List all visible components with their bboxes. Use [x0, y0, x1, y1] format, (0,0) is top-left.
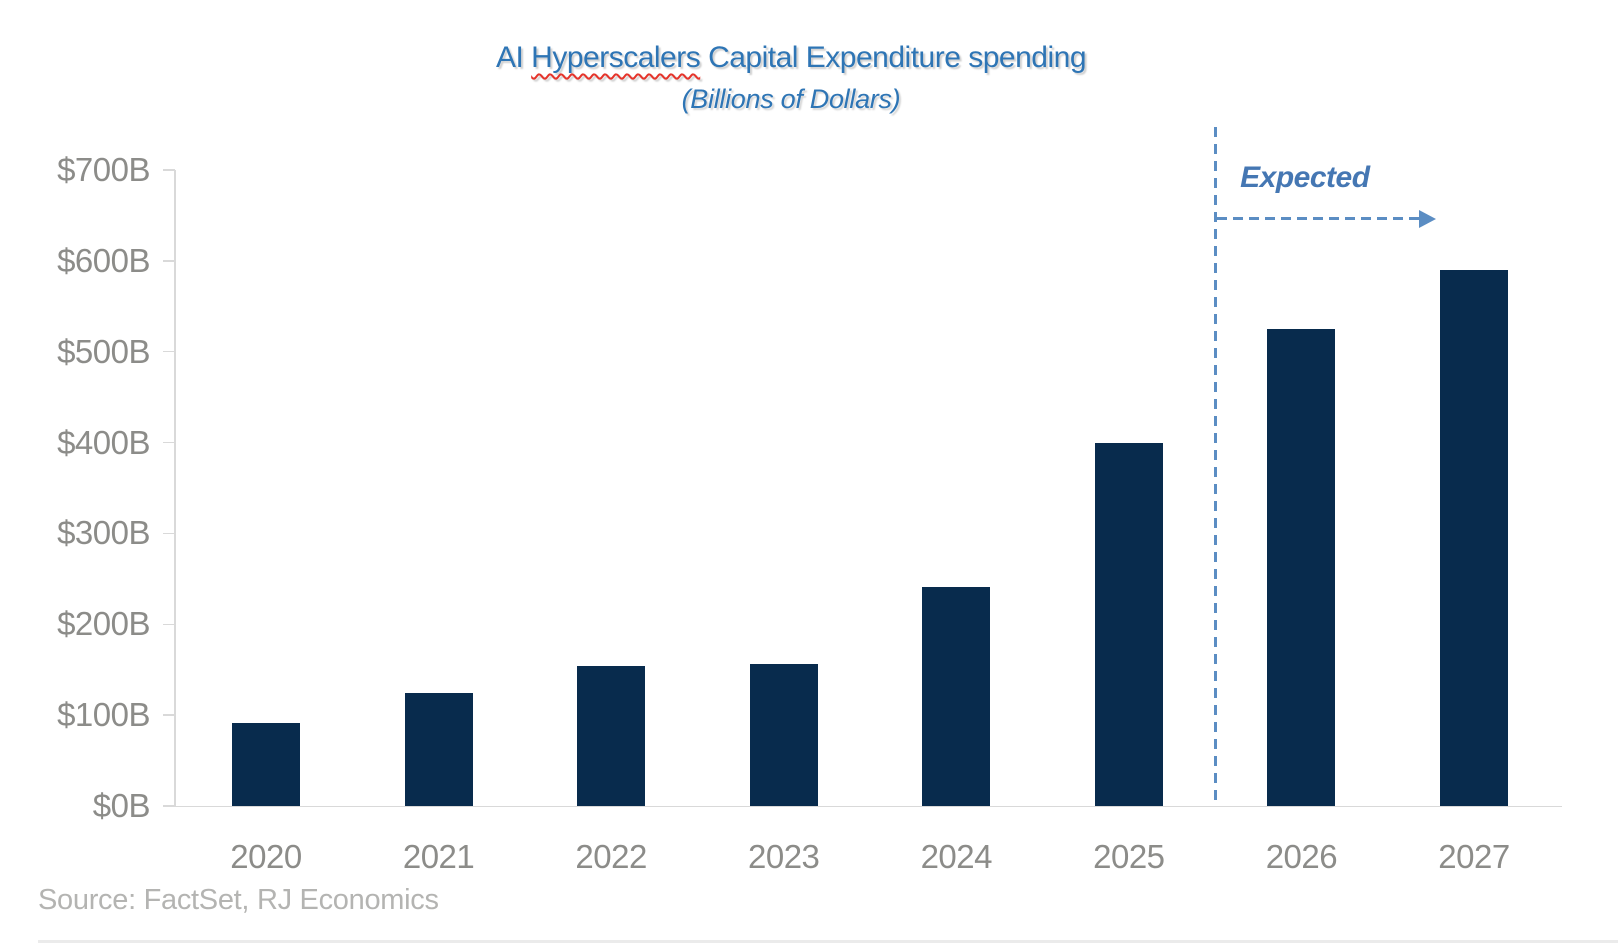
x-axis-label-2027: 2027	[1438, 838, 1510, 875]
y-axis-tick	[163, 623, 175, 626]
title-text-suffix: Capital Expenditure spending	[700, 41, 1087, 74]
y-axis-label-700b: $700B	[57, 151, 150, 188]
bar-2023	[749, 664, 818, 806]
y-axis-label-100b: $100B	[57, 696, 150, 734]
y-axis-tick	[163, 714, 175, 716]
x-axis-label-2022: 2022	[575, 838, 647, 875]
y-axis-label-600b: $600B	[57, 241, 150, 279]
y-axis-label-400b: $400B	[57, 423, 150, 461]
source-note: Source: FactSet, RJ Economics	[38, 884, 439, 916]
title-block: AI Hyperscalers Capital Expenditure spen…	[0, 41, 1582, 115]
bar-2024	[922, 587, 991, 806]
page-subtitle: (Billions of Dollars)	[681, 84, 901, 114]
x-axis-label-2020: 2020	[230, 838, 302, 875]
y-axis-tick	[163, 350, 175, 353]
y-axis-tick	[163, 260, 175, 262]
y-axis-label-200b: $200B	[57, 605, 150, 643]
title-text-prefix: AI	[495, 41, 532, 74]
y-axis-label-300b: $300B	[57, 514, 150, 552]
x-axis-label-2025: 2025	[1093, 838, 1165, 875]
y-axis-label-500b: $500B	[57, 332, 150, 370]
title-misspelled-word: Hyperscalers	[531, 41, 701, 74]
x-axis-label-2021: 2021	[402, 838, 475, 875]
bar-2020	[232, 723, 300, 806]
bottom-divider-rule	[38, 940, 1618, 943]
x-axis-line	[174, 805, 1562, 807]
y-axis-tick	[163, 805, 175, 807]
y-axis-tick	[163, 441, 175, 444]
expected-annotation: Expected	[1240, 161, 1370, 194]
expected-arrow	[1217, 217, 1420, 220]
arrow-right-icon	[1419, 209, 1437, 228]
y-axis-line	[174, 170, 176, 806]
expected-divider-line	[1214, 127, 1217, 806]
x-axis-label-2026: 2026	[1265, 838, 1338, 875]
bar-2027	[1439, 270, 1508, 806]
y-axis-tick	[163, 532, 175, 535]
y-axis-tick	[163, 169, 175, 171]
y-axis-label-0b: $0B	[92, 787, 151, 824]
x-axis-label-2023: 2023	[747, 838, 820, 875]
bar-2021	[404, 693, 473, 806]
bar-2025	[1094, 443, 1163, 806]
bar-2022	[577, 666, 646, 806]
page-title: AI Hyperscalers Capital Expenditure spen…	[0, 41, 1582, 75]
x-axis-label-2024: 2024	[920, 838, 993, 875]
bar-2026	[1267, 329, 1336, 806]
